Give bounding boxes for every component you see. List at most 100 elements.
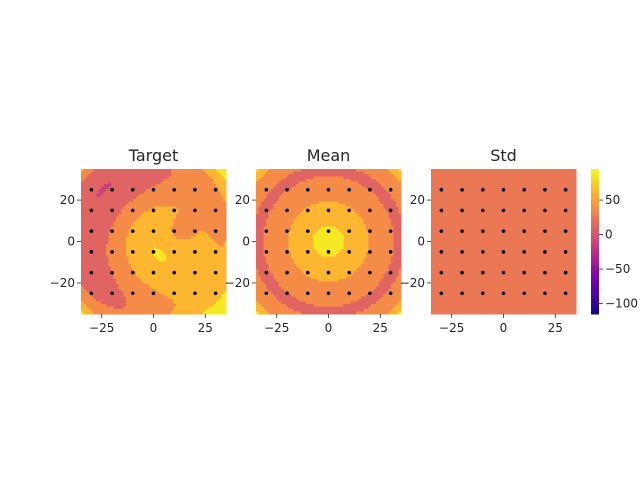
sample-point <box>89 187 94 192</box>
sample-point <box>522 208 527 213</box>
sample-point <box>285 291 289 296</box>
sample-point <box>368 187 372 192</box>
sample-point <box>347 208 352 213</box>
sample-point <box>305 229 310 233</box>
sample-point <box>522 187 527 192</box>
colorbar-tick-label: −50 <box>605 262 630 276</box>
y-tick-label: −20 <box>400 276 425 290</box>
y-tick-label: 20 <box>235 193 250 207</box>
sample-point <box>130 291 135 296</box>
sample-point <box>305 291 310 296</box>
panel-target: Target −25 0 25 −20 0 20 <box>50 146 227 335</box>
sample-point <box>480 270 485 275</box>
sample-point <box>130 208 135 213</box>
contour-field <box>81 169 227 315</box>
sample-point <box>151 270 156 275</box>
sample-point <box>89 208 94 213</box>
sample-point <box>285 208 289 213</box>
sample-point <box>213 187 218 192</box>
sample-point <box>172 250 177 254</box>
panel-title: Std <box>490 146 517 165</box>
sample-point <box>130 187 135 192</box>
sample-point <box>480 250 485 254</box>
sample-point <box>264 250 269 254</box>
sample-point <box>305 270 310 275</box>
sample-point <box>388 208 393 213</box>
sample-point <box>480 229 485 233</box>
sample-point <box>501 187 506 192</box>
sample-point <box>110 250 114 254</box>
sample-point <box>326 208 331 213</box>
sample-point <box>193 208 197 213</box>
sample-point <box>110 270 114 275</box>
sample-point <box>193 250 197 254</box>
sample-point <box>543 229 547 233</box>
sample-point <box>501 208 506 213</box>
sample-point <box>305 187 310 192</box>
sample-point <box>439 229 444 233</box>
y-tick-label: 20 <box>60 193 75 207</box>
sample-point <box>110 187 114 192</box>
sample-point <box>388 229 393 233</box>
colorbar-tick-label: 0 <box>605 228 613 242</box>
sample-point <box>501 291 506 296</box>
sample-point <box>89 250 94 254</box>
sample-point <box>439 187 444 192</box>
x-tick-label: 25 <box>373 321 388 335</box>
sample-point <box>522 250 527 254</box>
sample-point <box>460 229 464 233</box>
x-tick-label: 25 <box>548 321 563 335</box>
sample-point <box>522 270 527 275</box>
colorbar-gradient <box>591 169 599 315</box>
sample-point <box>563 250 568 254</box>
panel-title: Target <box>128 146 179 165</box>
sample-point <box>213 229 218 233</box>
colorbar-tick-label: −100 <box>605 297 638 311</box>
sample-point <box>388 187 393 192</box>
sample-point <box>543 250 547 254</box>
sample-point <box>460 187 464 192</box>
x-tick-label: −25 <box>89 321 114 335</box>
sample-point <box>264 208 269 213</box>
sample-point <box>193 270 197 275</box>
sample-point <box>326 187 331 192</box>
panel-mean: Mean −25 0 25 −20 0 20 <box>225 146 402 335</box>
sample-point <box>213 291 218 296</box>
sample-point <box>130 270 135 275</box>
sample-point <box>151 187 156 192</box>
y-tick-label: −20 <box>50 276 75 290</box>
sample-point <box>480 208 485 213</box>
y-tick-label: 0 <box>67 235 75 249</box>
sample-point <box>193 291 197 296</box>
sample-point <box>285 187 289 192</box>
sample-point <box>347 229 352 233</box>
sample-point <box>89 291 94 296</box>
y-tick-label: 0 <box>242 235 250 249</box>
colorbar: 50 0 −50 −100 <box>591 169 638 315</box>
sample-point <box>480 187 485 192</box>
sample-point <box>347 270 352 275</box>
sample-point <box>439 250 444 254</box>
sample-point <box>89 229 94 233</box>
sample-point <box>264 229 269 233</box>
sample-point <box>388 250 393 254</box>
sample-point <box>543 291 547 296</box>
sample-point <box>264 270 269 275</box>
sample-point <box>213 250 218 254</box>
sample-point <box>151 208 156 213</box>
sample-point <box>110 229 114 233</box>
sample-point <box>543 187 547 192</box>
sample-point <box>563 229 568 233</box>
sample-point <box>368 270 372 275</box>
sample-point <box>460 208 464 213</box>
sample-point <box>460 291 464 296</box>
sample-point <box>305 208 310 213</box>
sample-point <box>563 208 568 213</box>
sample-point <box>326 291 331 296</box>
sample-point <box>172 208 177 213</box>
x-tick-label: −25 <box>264 321 289 335</box>
sample-point <box>172 270 177 275</box>
sample-point <box>285 250 289 254</box>
sample-point <box>151 229 156 233</box>
sample-point <box>388 270 393 275</box>
